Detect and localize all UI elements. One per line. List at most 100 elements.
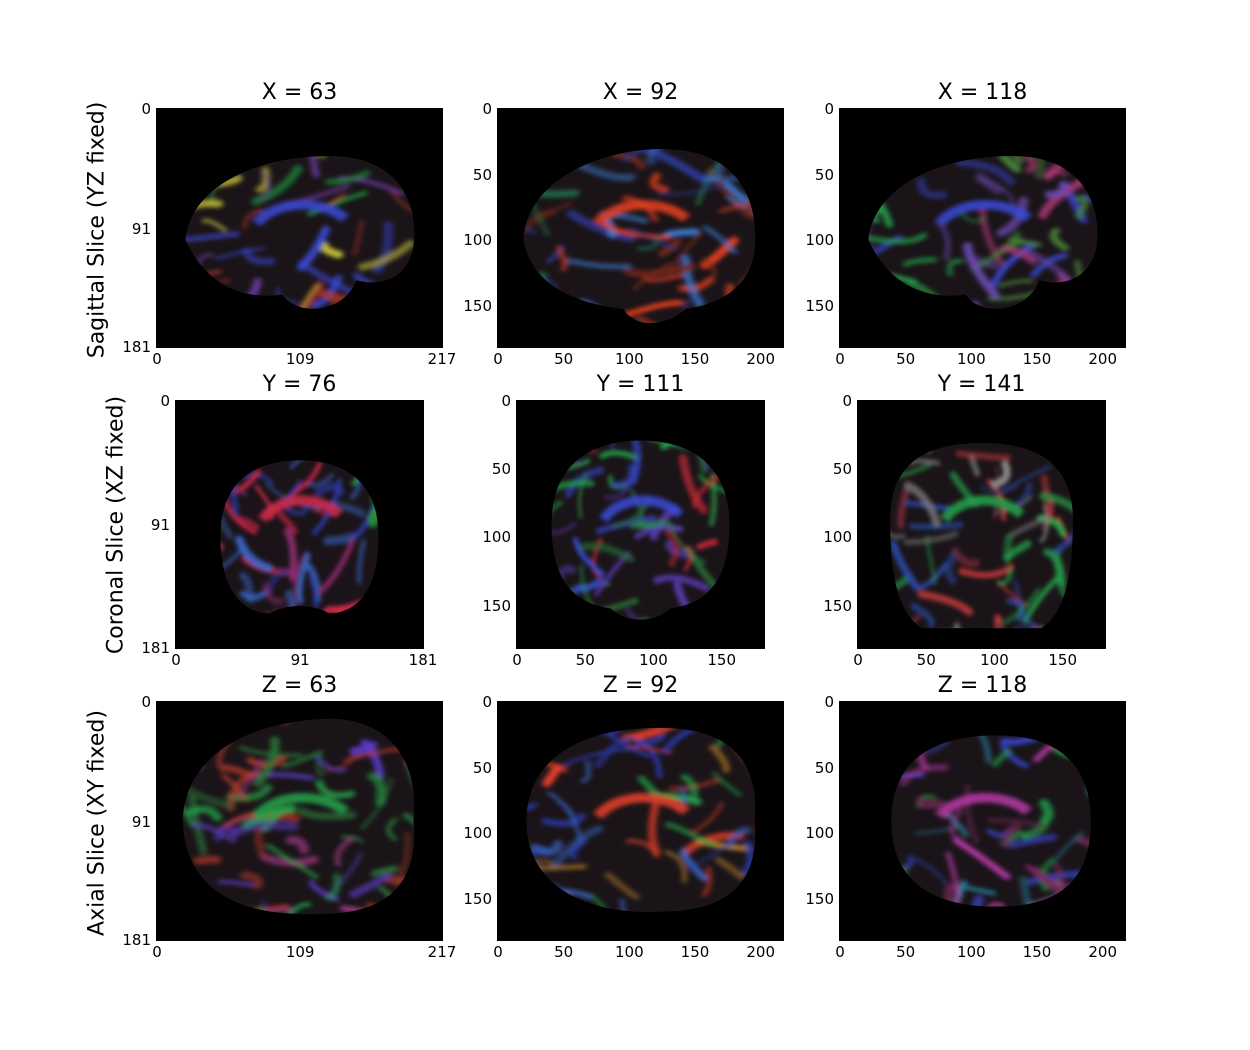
x-tick-label: 0 [835,943,845,961]
x-tick-label: 217 [427,350,457,368]
x-tick-label: 150 [1022,943,1052,961]
x-tick-label: 50 [575,651,595,669]
brain-slice-image [175,400,424,649]
y-tick-label: 0 [501,392,511,410]
x-tick-label: 0 [171,651,181,669]
fiber-orientation-map [220,460,379,614]
x-tick-label: 150 [1022,350,1052,368]
x-tick-label: 0 [152,943,162,961]
x-tick-label: 0 [835,350,845,368]
panel-axial-3: Z = 118 0 50 100 150 200 0 50 100 150 [805,673,1126,960]
y-tick-label: 150 [482,596,511,615]
panel-coronal-1: Y = 76 0 91 181 0 91 181 [141,372,437,668]
x-tick-label: 100 [639,651,668,669]
y-tick-label: 150 [805,297,834,316]
y-tick-label: 0 [824,100,834,118]
x-tick-label: 200 [746,943,775,961]
y-tick-label: 50 [814,165,834,184]
y-tick-label: 0 [141,100,151,118]
panel-title: Y = 111 [596,372,685,397]
row-label-axial: Axial Slice (XY fixed) [84,710,110,936]
y-tick-label: 100 [805,231,834,250]
fiber-orientation-map [891,735,1091,907]
x-tick-label: 100 [615,943,644,961]
y-tick-label: 0 [842,392,852,410]
brain-slice-image [497,701,784,941]
panel-title: Z = 118 [937,673,1028,698]
y-tick-label: 0 [824,693,834,711]
brain-slice-image [156,108,443,348]
y-tick-label: 100 [805,824,834,843]
panel-sagittal-1: X = 63 0 109 217 0 91 181 [122,80,456,367]
x-tick-label: 50 [554,943,574,961]
panel-title: Z = 63 [261,673,338,698]
y-tick-label: 0 [141,693,151,711]
y-tick-label: 150 [805,890,834,909]
y-tick-label: 0 [482,100,492,118]
row-label-coronal: Coronal Slice (XZ fixed) [103,395,129,655]
x-tick-label: 0 [493,350,503,368]
brain-slice-image [839,701,1126,941]
x-tick-label: 150 [707,651,737,669]
y-tick-label: 100 [463,824,492,843]
x-tick-label: 0 [152,350,162,368]
panel-title: Y = 76 [262,372,337,397]
fiber-orientation-map [526,728,756,913]
x-tick-label: 100 [957,350,986,368]
fiber-orientation-map [185,156,415,309]
fiber-orientation-map [868,156,1098,309]
x-tick-label: 150 [1048,651,1078,669]
x-tick-label: 91 [290,651,310,669]
x-tick-label: 0 [512,651,522,669]
x-tick-label: 100 [980,651,1009,669]
panel-axial-1: Z = 63 0 109 217 0 91 181 [122,673,456,960]
fiber-orientation-map [182,718,415,914]
brain-slice-image [857,400,1106,649]
fiber-orientation-map [890,442,1073,629]
x-tick-label: 217 [427,943,457,961]
y-tick-label: 50 [472,165,492,184]
y-tick-label: 0 [160,392,170,410]
x-tick-label: 200 [1088,350,1117,368]
x-tick-label: 200 [746,350,775,368]
x-tick-label: 50 [554,350,574,368]
x-tick-label: 50 [896,350,916,368]
y-tick-label: 50 [491,460,511,479]
y-tick-label: 100 [823,528,852,547]
brain-slice-image [497,108,784,348]
y-tick-label: 50 [472,758,492,777]
panel-sagittal-2: X = 92 0 50 100 150 200 0 50 100 150 [463,80,784,367]
x-tick-label: 150 [680,350,710,368]
y-tick-label: 181 [141,639,170,657]
x-tick-label: 109 [285,943,315,961]
brain-slice-image [839,108,1126,348]
fiber-orientation-map [551,440,730,620]
x-tick-label: 0 [853,651,863,669]
x-tick-label: 150 [680,943,710,961]
y-tick-label: 50 [832,460,852,479]
panel-title: Z = 92 [602,673,679,698]
y-tick-label: 100 [482,528,511,547]
x-tick-label: 109 [285,350,315,368]
x-tick-label: 181 [408,651,438,669]
panel-title: X = 118 [937,80,1028,105]
x-tick-label: 50 [916,651,936,669]
y-tick-label: 100 [463,231,492,250]
x-tick-label: 100 [615,350,644,368]
fiber-orientation-map [523,148,756,324]
y-tick-label: 150 [463,297,492,316]
y-tick-label: 150 [463,890,492,909]
x-tick-label: 200 [1088,943,1117,961]
x-tick-label: 100 [957,943,986,961]
brain-slice-image [156,701,443,941]
y-tick-label: 0 [482,693,492,711]
y-tick-label: 50 [814,758,834,777]
y-tick-label: 91 [150,516,170,535]
y-tick-label: 150 [823,596,852,615]
panel-title: Y = 141 [937,372,1026,397]
panel-sagittal-3: X = 118 0 50 100 150 200 0 50 100 150 [805,80,1126,367]
y-tick-label: 181 [122,338,151,356]
x-tick-label: 50 [896,943,916,961]
x-tick-label: 0 [493,943,503,961]
y-tick-label: 181 [122,931,151,949]
